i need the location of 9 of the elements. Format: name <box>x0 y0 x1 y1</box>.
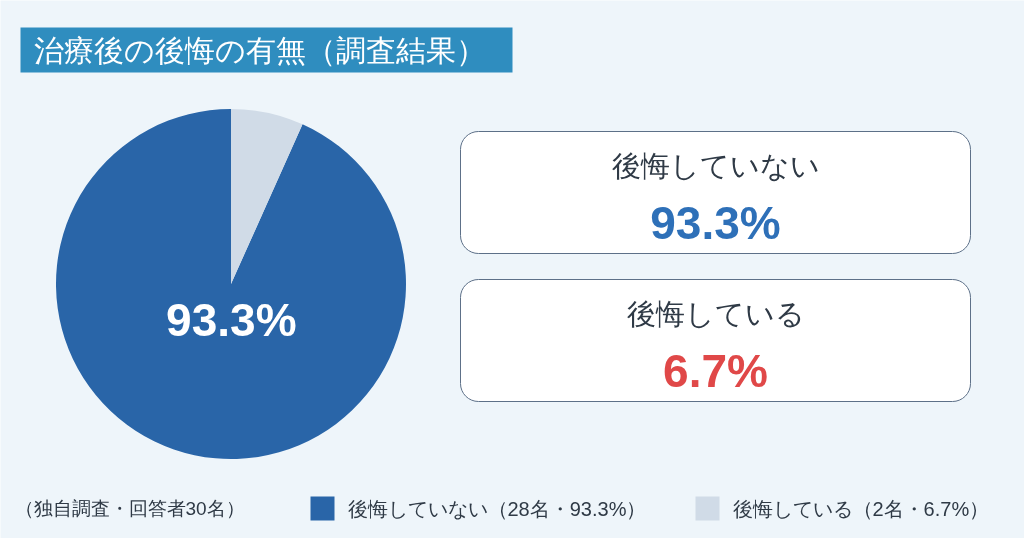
text: （独自調査・回答者30名） <box>14 498 245 519</box>
legend-label: 後悔している（2名・6.7%） <box>732 497 990 520</box>
data-label: 93.3% <box>166 293 297 346</box>
category-label: 後悔している <box>626 297 805 330</box>
text: 93.3% <box>650 196 781 249</box>
text: 6.7% <box>663 344 768 397</box>
category-label: 後悔していない <box>611 149 820 182</box>
legend-label: 後悔していない（28名・93.3%） <box>347 497 647 520</box>
chart-title: 治療後の後悔の有無（調査結果） <box>33 33 486 67</box>
